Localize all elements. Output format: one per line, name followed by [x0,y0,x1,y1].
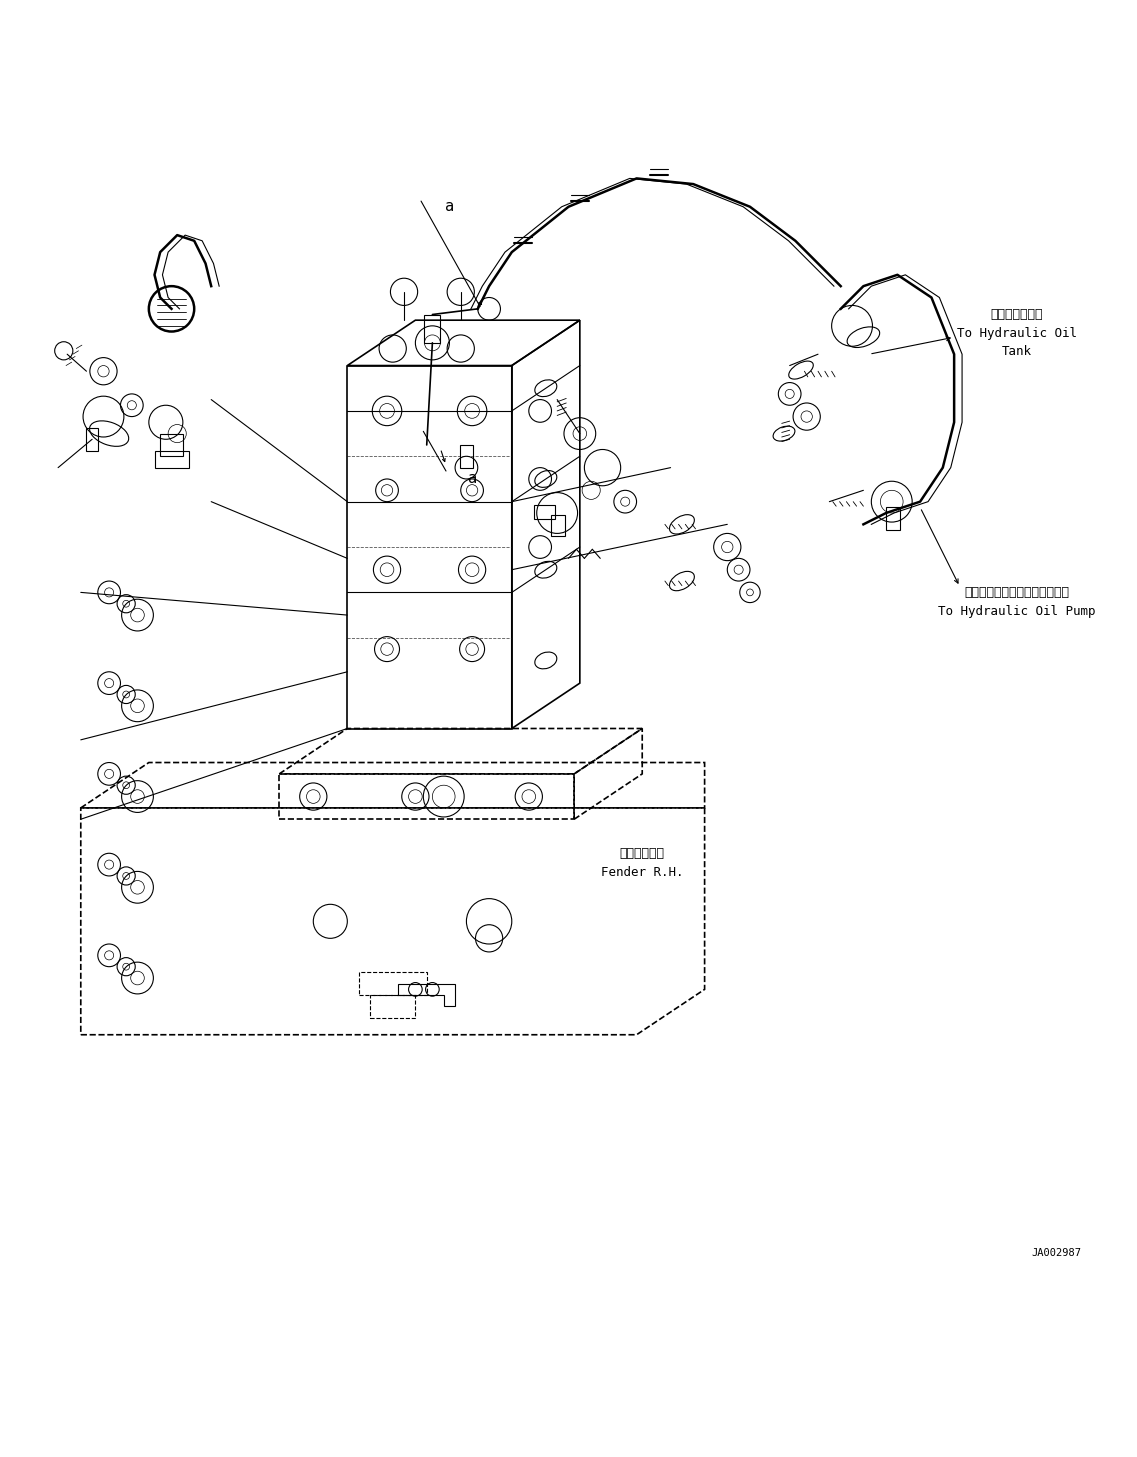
Text: a: a [445,200,454,214]
Text: ハイドロリックオイルポンプへ: ハイドロリックオイルポンプへ [964,586,1069,599]
Text: 作動油タンクへ: 作動油タンクへ [990,307,1043,321]
Bar [86,428,98,450]
Text: a: a [467,472,476,487]
Bar [459,444,473,468]
Bar [551,516,565,536]
Bar [347,366,512,728]
Bar [155,450,189,468]
Text: To Hydraulic Oil Pump: To Hydraulic Oil Pump [938,605,1095,618]
Bar [160,434,183,456]
Bar [534,506,555,519]
Text: Fender R.H.: Fender R.H. [601,865,683,879]
Text: Tank: Tank [1002,345,1031,358]
Bar [280,774,574,819]
Bar [370,995,415,1018]
Bar [886,507,899,530]
Text: フェンダ　右: フェンダ 右 [620,847,665,860]
Text: JA002987: JA002987 [1031,1247,1081,1257]
Text: To Hydraulic Oil: To Hydraulic Oil [956,328,1077,341]
Bar [424,315,440,342]
Bar [358,972,426,995]
